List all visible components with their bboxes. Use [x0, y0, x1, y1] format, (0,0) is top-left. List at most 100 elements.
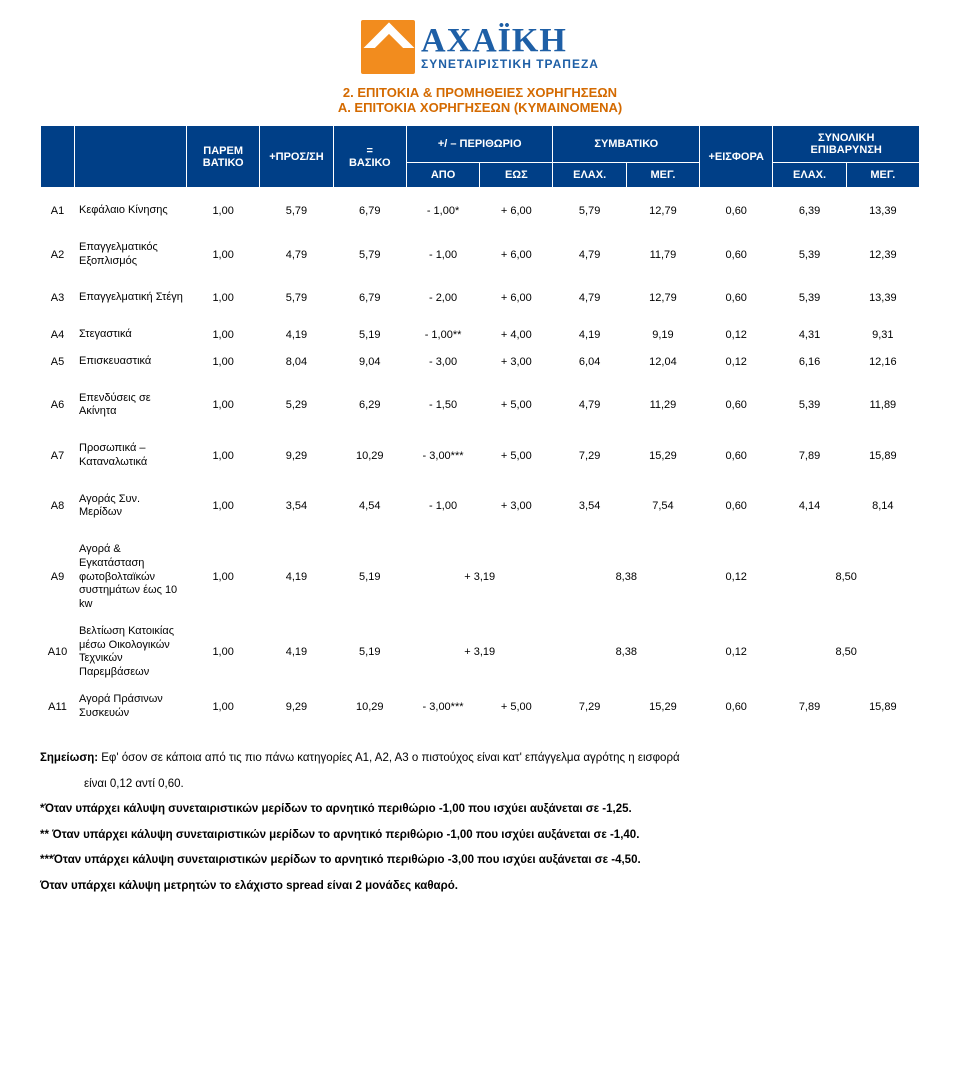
cell: - 1,00* [406, 198, 479, 225]
row-label: Κεφάλαιο Κίνησης [75, 198, 187, 225]
cell: 13,39 [846, 198, 919, 225]
cell: 10,29 [333, 686, 406, 727]
note-1-body: Εφ' όσον σε κάποια από τις πιο πάνω κατη… [98, 752, 680, 764]
row-label: Επισκευαστικά [75, 348, 187, 375]
cell: 9,19 [626, 322, 699, 349]
cell: - 3,00 [406, 348, 479, 375]
cell: 4,14 [773, 486, 846, 527]
cell: 5,79 [260, 285, 333, 312]
rates-table: ΠΑΡΕΜΒΑΤΙΚΟ +ΠΡΟΣ/ΣΗ =ΒΑΣΙΚΟ +/ – ΠΕΡΙΘΩ… [40, 125, 920, 727]
cell: 11,29 [626, 385, 699, 426]
cell: + 3,00 [480, 486, 553, 527]
cell: 0,12 [700, 348, 773, 375]
cell: 1,00 [187, 285, 260, 312]
cell: 7,29 [553, 436, 626, 477]
cell: - 1,00** [406, 322, 479, 349]
note-3: ** Όταν υπάρχει κάλυψη συνεταιριστικών μ… [40, 826, 920, 846]
table-row: Α9Αγορά & Εγκατάσταση φωτοβολταϊκών συστ… [41, 537, 920, 619]
cell: 0,60 [700, 436, 773, 477]
cell: 9,31 [846, 322, 919, 349]
cell: - 1,50 [406, 385, 479, 426]
row-label: Επαγγελματικός Εξοπλισμός [75, 234, 187, 275]
cell: 15,89 [846, 436, 919, 477]
row-label: Στεγαστικά [75, 322, 187, 349]
cell: 1,00 [187, 686, 260, 727]
cell: 4,19 [260, 322, 333, 349]
cell: + 6,00 [480, 234, 553, 275]
cell: 5,19 [333, 618, 406, 686]
note-4: ***Όταν υπάρχει κάλυψη συνεταιριστικών μ… [40, 851, 920, 871]
cell: 8,14 [846, 486, 919, 527]
logo-sub: ΣΥΝΕΤΑΙΡΙΣΤΙΚΗ ΤΡΑΠΕΖΑ [421, 58, 599, 70]
col-apo: ΑΠΟ [406, 163, 479, 188]
cell: 8,50 [773, 618, 920, 686]
cell: 0,12 [700, 322, 773, 349]
cell: 3,54 [260, 486, 333, 527]
cell: 6,79 [333, 285, 406, 312]
cell: + 5,00 [480, 686, 553, 727]
col-eos: ΕΩΣ [480, 163, 553, 188]
cell: 0,60 [700, 198, 773, 225]
row-id: Α11 [41, 686, 75, 727]
cell: 1,00 [187, 322, 260, 349]
cell: 12,39 [846, 234, 919, 275]
note-1-lead: Σημείωση: [40, 752, 98, 764]
cell: + 3,00 [480, 348, 553, 375]
logo: ΑΧΑΪΚΗ ΣΥΝΕΤΑΙΡΙΣΤΙΚΗ ΤΡΑΠΕΖΑ [361, 20, 599, 74]
cell: 1,00 [187, 436, 260, 477]
page: ΑΧΑΪΚΗ ΣΥΝΕΤΑΙΡΙΣΤΙΚΗ ΤΡΑΠΕΖΑ 2. ΕΠΙΤΟΚΙ… [0, 0, 960, 923]
col-meg-1: ΜΕΓ. [626, 163, 699, 188]
cell: 4,19 [260, 537, 333, 619]
table-body: Α1Κεφάλαιο Κίνησης1,005,796,79- 1,00*+ 6… [41, 188, 920, 727]
logo-main: ΑΧΑΪΚΗ [421, 24, 599, 58]
cell: 12,04 [626, 348, 699, 375]
table-row: Α4Στεγαστικά1,004,195,19- 1,00**+ 4,004,… [41, 322, 920, 349]
cell: 9,04 [333, 348, 406, 375]
cell: - 2,00 [406, 285, 479, 312]
cell: 12,79 [626, 198, 699, 225]
cell: 0,60 [700, 285, 773, 312]
cell: 7,54 [626, 486, 699, 527]
title-line-1: 2. ΕΠΙΤΟΚΙΑ & ΠΡΟΜΗΘΕΙΕΣ ΧΟΡΗΓΗΣΕΩΝ [40, 85, 920, 100]
cell: 1,00 [187, 385, 260, 426]
cell: 1,00 [187, 618, 260, 686]
cell: 4,19 [260, 618, 333, 686]
cell: 6,39 [773, 198, 846, 225]
cell: 8,38 [553, 618, 700, 686]
cell: + 5,00 [480, 385, 553, 426]
cell: 0,12 [700, 537, 773, 619]
cell: 7,29 [553, 686, 626, 727]
logo-text: ΑΧΑΪΚΗ ΣΥΝΕΤΑΙΡΙΣΤΙΚΗ ΤΡΑΠΕΖΑ [421, 24, 599, 70]
table-row: Α7Προσωπικά – Καταναλωτικά1,009,2910,29-… [41, 436, 920, 477]
cell: 1,00 [187, 537, 260, 619]
table-row: Α11Αγορά Πράσινων Συσκευών1,009,2910,29-… [41, 686, 920, 727]
cell: 4,79 [260, 234, 333, 275]
cell: 4,19 [553, 322, 626, 349]
logo-mark-icon [361, 20, 415, 74]
col-elax-2: ΕΛΑΧ. [773, 163, 846, 188]
row-id: Α1 [41, 198, 75, 225]
cell: 4,79 [553, 285, 626, 312]
cell: 5,39 [773, 385, 846, 426]
table-row: Α3Επαγγελματική Στέγη1,005,796,79- 2,00+… [41, 285, 920, 312]
cell: 9,29 [260, 686, 333, 727]
note-1-cont: είναι 0,12 αντί 0,60. [84, 775, 920, 795]
cell: 15,89 [846, 686, 919, 727]
cell: 0,60 [700, 486, 773, 527]
table-row: Α10Βελτίωση Κατοικίας μέσω Οικολογικών Τ… [41, 618, 920, 686]
cell: 13,39 [846, 285, 919, 312]
cell: 0,60 [700, 234, 773, 275]
cell: 6,04 [553, 348, 626, 375]
row-label: Αγορά & Εγκατάσταση φωτοβολταϊκών συστημ… [75, 537, 187, 619]
row-id: Α6 [41, 385, 75, 426]
cell: - 3,00*** [406, 686, 479, 727]
col-parem: ΠΑΡΕΜΒΑΤΙΚΟ [187, 126, 260, 188]
cell: 4,54 [333, 486, 406, 527]
cell: 10,29 [333, 436, 406, 477]
cell: - 1,00 [406, 486, 479, 527]
cell: 6,79 [333, 198, 406, 225]
cell: 5,39 [773, 234, 846, 275]
cell: 0,60 [700, 385, 773, 426]
notes: Σημείωση: Εφ' όσον σε κάποια από τις πιο… [40, 749, 920, 896]
row-id: Α9 [41, 537, 75, 619]
